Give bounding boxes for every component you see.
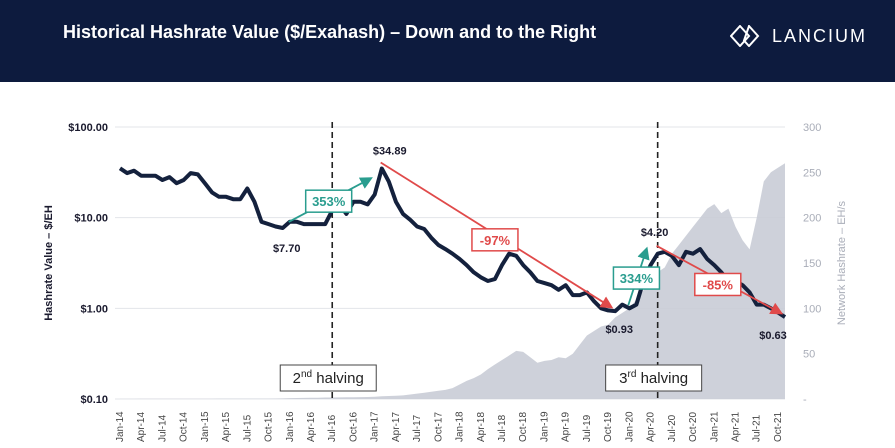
y-tick-label: $0.10 — [80, 394, 108, 406]
x-tick-label: Apr-14 — [136, 412, 147, 442]
y2-tick-label: - — [803, 394, 807, 406]
x-tick-label: Apr-15 — [221, 412, 232, 442]
price-line-layer — [118, 166, 787, 319]
change-arrows: 353% -97% 334% -85% — [288, 161, 784, 315]
change-box — [471, 228, 519, 252]
x-tick-label: Jul-16 — [327, 414, 338, 442]
y2-axis-title: Network Hashrate – EH/s — [836, 200, 848, 325]
x-tick-label: Jan-18 — [455, 411, 466, 442]
y-axis-title: Hashrate Value – $/EH — [43, 205, 55, 321]
y2-tick-label: 50 — [803, 349, 815, 361]
axes: $0.10 $1.00 $10.00 $100.00 - 50 100 150 200 250 30… — [43, 122, 848, 442]
page-title: Historical Hashrate Value ($/Exahash) – … — [63, 22, 597, 42]
x-tick-label: Jan-14 — [115, 411, 126, 442]
y2-tick-label: 250 — [803, 167, 821, 179]
x-tick-label: Oct-19 — [603, 412, 614, 442]
hashrate-area-layer — [120, 163, 785, 399]
x-tick-label: Apr-20 — [646, 412, 657, 442]
halving-box — [605, 364, 703, 392]
value-label: $0.93 — [605, 324, 633, 336]
change-label: -97% — [480, 233, 511, 248]
x-tick-label: Jan-17 — [370, 411, 381, 442]
x-tick-label: Oct-16 — [348, 412, 359, 442]
x-tick-label: Jul-15 — [242, 414, 253, 442]
x-tick-label: Oct-21 — [773, 412, 784, 442]
y-tick-label: $10.00 — [74, 213, 108, 225]
value-label: $0.63 — [759, 330, 787, 342]
lancium-logo: LANCIUM — [730, 22, 867, 50]
x-tick-label: Jan-16 — [285, 411, 296, 442]
y-tick-label: $1.00 — [80, 303, 108, 315]
x-tick-label: Jul-20 — [667, 414, 678, 442]
value-labels: $34.89 $7.70 $0.93 $4.20 $0.63 — [273, 145, 787, 342]
change-label: -85% — [703, 277, 734, 292]
y-tick-label: $100.00 — [68, 122, 108, 134]
x-tick-label: Apr-18 — [476, 412, 487, 442]
x-tick-label: Apr-17 — [391, 412, 402, 442]
x-tick-label: Apr-21 — [730, 412, 741, 442]
x-tick-label: Oct-17 — [433, 412, 444, 442]
value-label: $7.70 — [273, 243, 301, 255]
lancium-logo-icon — [730, 25, 760, 47]
x-tick-label: Jan-21 — [709, 411, 720, 442]
hashrate-area — [120, 163, 785, 399]
x-tick-label: Jul-14 — [157, 414, 168, 442]
change-box — [694, 272, 742, 297]
logo-text: LANCIUM — [772, 25, 868, 46]
hashrate-chart: 2nd halving 3rd halving 353%-97%334% -85% … — [43, 122, 848, 442]
x-tick-label: Jan-15 — [200, 411, 211, 442]
x-tick-label: Jan-19 — [539, 411, 550, 442]
x-tick-label: Oct-15 — [264, 412, 275, 442]
halving-box — [279, 364, 377, 392]
x-tick-label: Jul-19 — [582, 414, 593, 442]
change-box — [612, 266, 661, 290]
x-tick-label: Apr-16 — [306, 412, 317, 442]
value-label: $4.20 — [641, 227, 669, 239]
x-tick-label: Jan-20 — [624, 411, 635, 442]
x-tick-label: Oct-20 — [688, 412, 699, 442]
price-line — [118, 166, 787, 319]
x-tick-label: Jul-21 — [752, 414, 763, 442]
y2-tick-label: 200 — [803, 213, 821, 225]
change-label: 334% — [620, 271, 654, 286]
x-tick-label: Oct-18 — [518, 412, 529, 442]
value-label: $34.89 — [373, 145, 407, 157]
halving-label: 3rd halving — [619, 369, 688, 387]
y2-tick-label: 300 — [803, 122, 821, 134]
x-tick-label: Oct-14 — [179, 412, 190, 442]
change-box — [304, 189, 353, 213]
x-tick-label: Jul-18 — [497, 414, 508, 442]
y2-tick-label: 100 — [803, 303, 821, 315]
x-tick-label: Apr-19 — [561, 412, 572, 442]
x-tick-label: Jul-17 — [412, 414, 423, 442]
y2-tick-label: 150 — [803, 258, 821, 270]
halving-label: 2nd halving — [293, 369, 364, 387]
change-label: 353% — [312, 194, 346, 209]
header-bar: Historical Hashrate Value ($/Exahash) – … — [0, 0, 895, 82]
halving-markers: 2nd halving 3rd halving — [279, 122, 703, 399]
